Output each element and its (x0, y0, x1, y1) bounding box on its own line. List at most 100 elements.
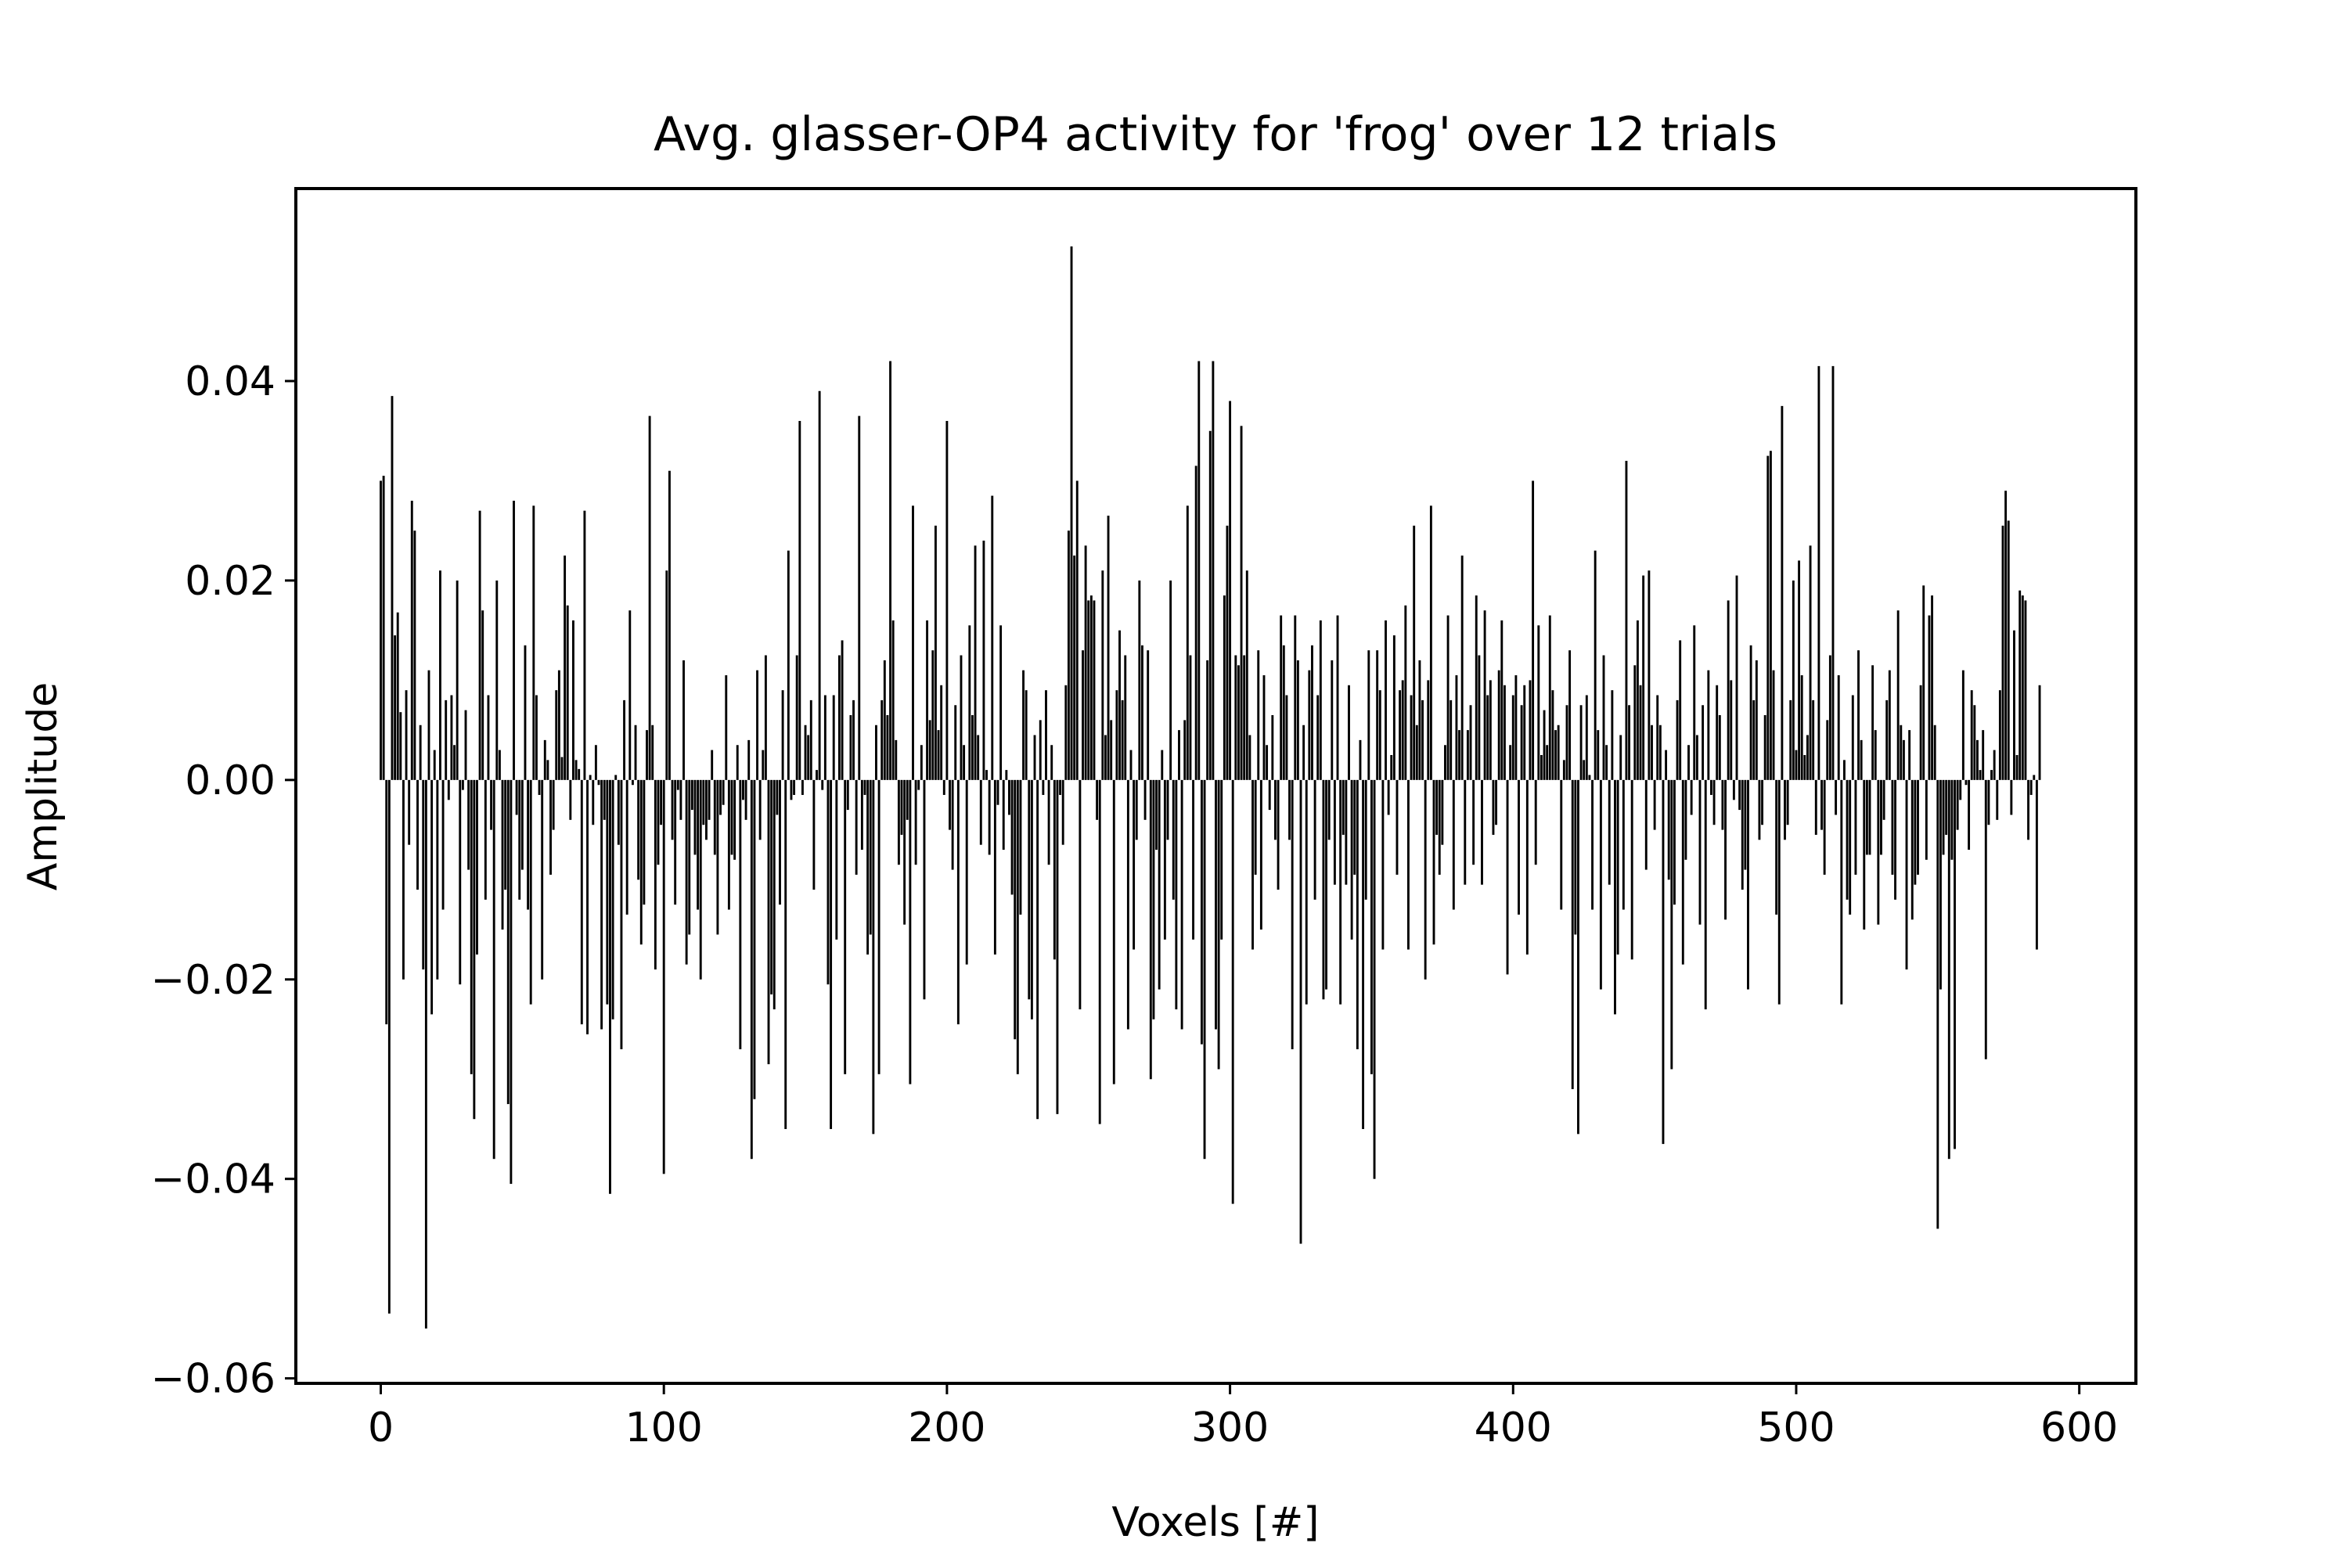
bar (574, 760, 578, 780)
bar (515, 779, 518, 815)
bar (1410, 695, 1413, 780)
bar (807, 735, 810, 780)
bar (719, 779, 722, 815)
bar (1964, 779, 1968, 786)
bar (1826, 720, 1829, 780)
bar (614, 775, 618, 780)
bar (1435, 779, 1439, 835)
bar (532, 505, 535, 780)
bar (702, 779, 705, 825)
bar (1933, 725, 1936, 780)
bar (1429, 505, 1432, 780)
bar (1574, 779, 1577, 935)
bar (1658, 725, 1662, 780)
bar (1327, 779, 1331, 840)
bar (2015, 754, 2018, 780)
bar (1455, 675, 1458, 780)
bar (478, 510, 481, 780)
bar (1987, 779, 1990, 825)
bar (611, 779, 614, 1020)
bar (1712, 779, 1716, 825)
bar (1803, 754, 1806, 780)
bar (685, 779, 688, 965)
bar (1126, 779, 1129, 1030)
bar (541, 779, 544, 980)
bar (424, 779, 427, 1329)
bar (1392, 635, 1395, 780)
bar (1464, 779, 1467, 885)
x-tick-label: 400 (1475, 1404, 1552, 1451)
bar (1079, 779, 1082, 1010)
bar (1234, 655, 1237, 780)
bar (527, 779, 530, 910)
bar (662, 779, 665, 1174)
bar (1285, 695, 1288, 780)
x-tick-label: 300 (1191, 1404, 1269, 1451)
bar (1919, 685, 1922, 780)
bar (914, 779, 917, 865)
bar (535, 695, 538, 780)
bar (1891, 779, 1894, 875)
bar (1616, 779, 1619, 955)
bar (1014, 779, 1017, 1040)
bar (1676, 699, 1679, 780)
bar (1212, 361, 1215, 780)
bar (705, 779, 708, 840)
bar (1908, 730, 1911, 780)
bar (2013, 630, 2015, 780)
bar (1305, 779, 1308, 1005)
bar (1738, 779, 1741, 811)
bars-group (380, 246, 2041, 1329)
bar (1166, 779, 1169, 840)
bar (1543, 710, 1546, 780)
bar (453, 745, 456, 780)
bar (869, 779, 872, 935)
bar (1067, 530, 1070, 780)
bar (660, 779, 663, 825)
bar (1798, 560, 1801, 780)
bar (699, 779, 702, 980)
bar (2021, 595, 2024, 780)
bar (1098, 779, 1101, 1124)
bar (923, 779, 926, 1000)
chart-title: Avg. glasser-OP4 activity for 'frog' ove… (654, 107, 1777, 162)
bar (1562, 760, 1565, 780)
bar (1364, 779, 1367, 900)
bar (1749, 645, 1752, 780)
bar (1169, 580, 1172, 780)
bar (1724, 779, 1727, 920)
bar (1665, 750, 1668, 780)
bar (1704, 779, 1707, 1010)
bar (1155, 779, 1158, 851)
bar (1042, 779, 1045, 795)
bar (988, 779, 991, 855)
bar (543, 739, 546, 780)
bar (1432, 779, 1435, 945)
bar (1744, 779, 1747, 870)
bar (1653, 779, 1656, 830)
bar (1206, 660, 1209, 780)
bar (1525, 779, 1529, 955)
bar (1577, 779, 1579, 1135)
bar (1492, 779, 1495, 835)
bar (866, 779, 870, 955)
bar (1979, 770, 1982, 780)
bar (552, 779, 555, 830)
bar (855, 779, 858, 875)
x-tick-label: 200 (908, 1404, 985, 1451)
bar (736, 745, 739, 780)
bar (657, 779, 660, 865)
bar (863, 779, 866, 795)
bar (597, 779, 600, 786)
bar (1993, 750, 1996, 780)
bar (1633, 665, 1637, 780)
bar (821, 779, 824, 790)
bar (903, 779, 906, 925)
bar (880, 699, 884, 780)
bar (784, 779, 787, 1129)
bar (937, 730, 940, 780)
bar (1518, 779, 1520, 915)
bar (1220, 779, 1223, 940)
bar (1197, 361, 1201, 780)
bar (1882, 779, 1885, 820)
